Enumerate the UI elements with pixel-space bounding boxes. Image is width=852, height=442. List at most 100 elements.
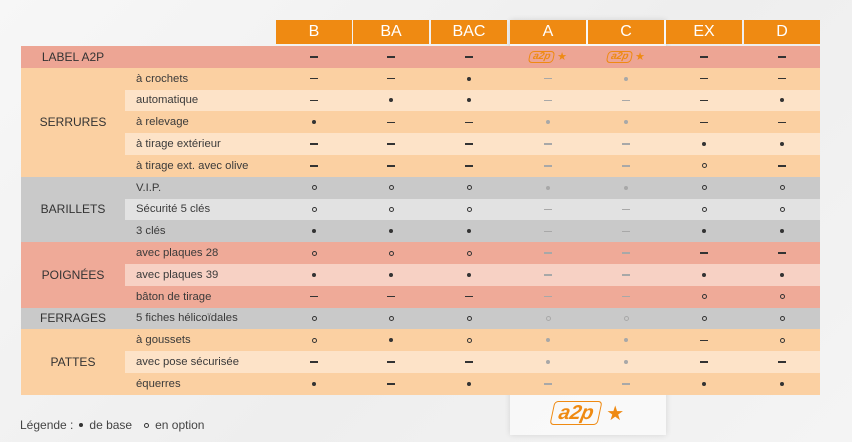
base-dot-icon — [546, 338, 550, 343]
cell-a — [510, 308, 586, 330]
group-title: POIGNÉES — [21, 242, 125, 308]
cell-b — [276, 133, 352, 155]
cell-b — [276, 220, 352, 242]
table-row: à crochets — [125, 67, 820, 90]
cell-b — [276, 264, 352, 286]
option-ring-icon — [701, 294, 707, 300]
table-row: V.I.P. — [125, 176, 820, 199]
option-ring-icon — [388, 315, 394, 321]
cell-c — [588, 155, 664, 177]
dash-icon — [310, 56, 318, 58]
dash-icon — [622, 208, 630, 211]
dash-icon — [310, 361, 318, 363]
table-row: avec pose sécurisée — [125, 351, 820, 373]
base-dot-icon — [467, 381, 471, 386]
dash-icon — [465, 121, 473, 123]
cell-ba — [353, 155, 429, 177]
cell-bac — [431, 199, 507, 221]
base-dot-icon — [389, 338, 393, 343]
cell-d — [744, 90, 820, 112]
table-row: à relevage — [125, 111, 820, 134]
a2p-logo-text: a2p — [527, 50, 556, 63]
cell-bac — [431, 329, 507, 351]
cell-a — [510, 351, 586, 373]
base-dot-icon — [702, 142, 706, 147]
cell-ba — [353, 329, 429, 351]
cell-c — [588, 329, 664, 351]
dash-icon — [465, 361, 473, 363]
cell-ba — [353, 133, 429, 155]
dash-icon — [622, 274, 630, 276]
cell-ex — [666, 220, 742, 242]
cell-ba — [353, 264, 429, 286]
dash-icon — [544, 78, 552, 80]
row-label: 5 fiches hélicoïdales — [136, 312, 238, 325]
dash-icon — [387, 56, 395, 58]
cell-d — [744, 351, 820, 373]
option-ring-icon — [779, 337, 785, 343]
dash-icon — [544, 274, 552, 276]
dash-icon — [700, 121, 708, 123]
base-dot-icon — [624, 185, 628, 190]
a2p-logo-text: a2p — [549, 401, 603, 425]
option-ring-icon — [388, 185, 394, 191]
cell-c — [588, 242, 664, 264]
table-row: avec plaques 39 — [125, 264, 820, 286]
table-row: a2p ★ a2p ★ — [125, 46, 820, 68]
table-row: automatique — [125, 89, 820, 112]
base-dot-icon — [702, 381, 706, 386]
cell-a — [510, 155, 586, 177]
cell-bac — [431, 111, 507, 133]
dash-icon — [465, 143, 473, 145]
cell-b — [276, 111, 352, 133]
option-ring-icon — [779, 206, 785, 212]
base-dot-icon — [312, 381, 316, 386]
dash-icon — [544, 230, 552, 232]
dash-icon — [387, 361, 395, 363]
option-ring-icon — [144, 422, 150, 428]
dash-icon — [778, 165, 786, 167]
option-ring-icon — [466, 185, 472, 191]
dash-icon — [310, 143, 318, 145]
cell-d — [744, 220, 820, 242]
base-dot-icon — [467, 272, 471, 277]
cell-a — [510, 286, 586, 308]
base-dot-icon — [546, 185, 550, 190]
base-dot-icon — [389, 98, 393, 103]
dash-icon — [622, 252, 630, 254]
dash-icon — [544, 383, 552, 385]
cell-ba — [353, 351, 429, 373]
base-dot-icon — [546, 360, 550, 365]
row-label: à relevage — [136, 116, 189, 129]
star-icon: ★ — [557, 51, 568, 64]
cell-bac — [431, 242, 507, 264]
table-row: 3 clés — [125, 220, 820, 243]
cell-bac — [431, 133, 507, 155]
cell-ex — [666, 177, 742, 199]
base-dot-icon — [467, 76, 471, 81]
column-header-ex: EX — [666, 20, 742, 44]
cell-ex — [666, 329, 742, 351]
cell-b — [276, 46, 352, 68]
cell-ex — [666, 351, 742, 373]
base-dot-icon — [624, 338, 628, 343]
dash-icon — [387, 383, 395, 385]
dash-icon — [387, 165, 395, 167]
cell-a — [510, 68, 586, 90]
cell-c — [588, 199, 664, 221]
cell-ba — [353, 220, 429, 242]
base-dot-icon — [780, 229, 784, 234]
base-dot-icon — [389, 229, 393, 234]
dash-icon — [700, 252, 708, 254]
cell-ba — [353, 242, 429, 264]
option-ring-icon — [623, 315, 629, 321]
option-ring-icon — [779, 315, 785, 321]
cell-a — [510, 220, 586, 242]
cell-b — [276, 286, 352, 308]
table-row: avec plaques 28 — [125, 242, 820, 264]
group-title: PATTES — [21, 329, 125, 395]
cell-c — [588, 286, 664, 308]
option-ring-icon — [701, 185, 707, 191]
dash-icon — [310, 99, 318, 102]
base-dot-icon — [467, 229, 471, 234]
